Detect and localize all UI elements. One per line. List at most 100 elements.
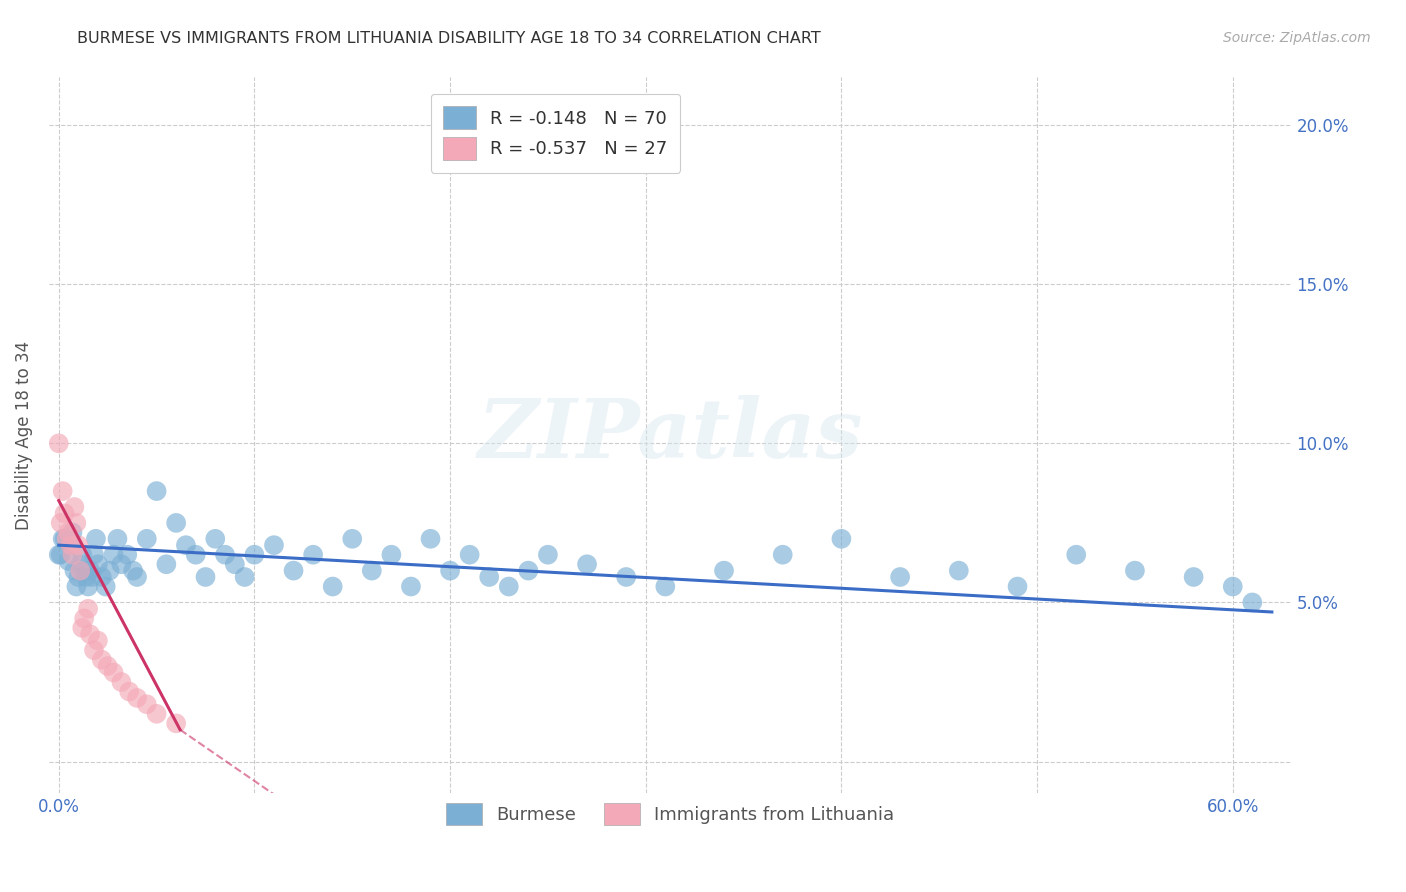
Point bbox=[52, 484, 75, 499]
Point bbox=[889, 570, 911, 584]
Point bbox=[75, 570, 97, 584]
Text: ZIPatlas: ZIPatlas bbox=[478, 395, 863, 475]
Point bbox=[79, 627, 101, 641]
Point bbox=[360, 564, 382, 578]
Point bbox=[65, 516, 87, 530]
Point bbox=[342, 532, 364, 546]
Point bbox=[122, 564, 145, 578]
Point bbox=[830, 532, 852, 546]
Point bbox=[67, 570, 90, 584]
Point bbox=[69, 558, 91, 572]
Point bbox=[439, 564, 461, 578]
Point bbox=[52, 532, 75, 546]
Point bbox=[58, 554, 80, 568]
Point bbox=[380, 548, 402, 562]
Point bbox=[110, 558, 132, 572]
Point bbox=[204, 532, 226, 546]
Point bbox=[97, 659, 120, 673]
Point bbox=[73, 564, 96, 578]
Point bbox=[48, 436, 70, 450]
Point bbox=[1064, 548, 1087, 562]
Point bbox=[80, 570, 103, 584]
Point bbox=[90, 653, 112, 667]
Point bbox=[70, 621, 93, 635]
Point bbox=[283, 564, 305, 578]
Point bbox=[90, 570, 112, 584]
Point bbox=[399, 580, 422, 594]
Point bbox=[48, 548, 70, 562]
Point bbox=[1222, 580, 1244, 594]
Point bbox=[302, 548, 325, 562]
Point bbox=[135, 532, 157, 546]
Point bbox=[107, 532, 129, 546]
Point bbox=[576, 558, 599, 572]
Point bbox=[118, 684, 141, 698]
Point bbox=[713, 564, 735, 578]
Legend: Burmese, Immigrants from Lithuania: Burmese, Immigrants from Lithuania bbox=[437, 795, 903, 834]
Point bbox=[1123, 564, 1146, 578]
Point bbox=[145, 484, 167, 499]
Point bbox=[243, 548, 266, 562]
Point bbox=[1241, 595, 1264, 609]
Point bbox=[69, 564, 91, 578]
Point bbox=[77, 580, 100, 594]
Point bbox=[517, 564, 540, 578]
Point bbox=[263, 538, 285, 552]
Point bbox=[59, 538, 82, 552]
Point bbox=[62, 525, 84, 540]
Point bbox=[419, 532, 441, 546]
Point bbox=[94, 580, 117, 594]
Point bbox=[145, 706, 167, 721]
Point bbox=[214, 548, 236, 562]
Point bbox=[62, 548, 84, 562]
Point bbox=[233, 570, 256, 584]
Point bbox=[87, 633, 110, 648]
Point bbox=[614, 570, 637, 584]
Point bbox=[83, 643, 105, 657]
Point bbox=[65, 580, 87, 594]
Point bbox=[63, 564, 86, 578]
Point bbox=[49, 548, 72, 562]
Point bbox=[135, 698, 157, 712]
Point bbox=[115, 548, 138, 562]
Point bbox=[87, 558, 110, 572]
Point bbox=[155, 558, 177, 572]
Point bbox=[55, 532, 77, 546]
Point bbox=[98, 564, 121, 578]
Point bbox=[103, 548, 125, 562]
Point bbox=[194, 570, 217, 584]
Point bbox=[1007, 580, 1029, 594]
Point bbox=[537, 548, 560, 562]
Point bbox=[654, 580, 676, 594]
Point bbox=[84, 532, 107, 546]
Point bbox=[165, 716, 187, 731]
Point bbox=[103, 665, 125, 680]
Point bbox=[53, 507, 76, 521]
Y-axis label: Disability Age 18 to 34: Disability Age 18 to 34 bbox=[15, 341, 32, 530]
Point bbox=[59, 538, 82, 552]
Text: BURMESE VS IMMIGRANTS FROM LITHUANIA DISABILITY AGE 18 TO 34 CORRELATION CHART: BURMESE VS IMMIGRANTS FROM LITHUANIA DIS… bbox=[77, 31, 821, 46]
Point bbox=[224, 558, 246, 572]
Point bbox=[67, 538, 90, 552]
Point bbox=[948, 564, 970, 578]
Point bbox=[125, 570, 148, 584]
Point bbox=[184, 548, 207, 562]
Point bbox=[58, 525, 80, 540]
Point bbox=[53, 532, 76, 546]
Point bbox=[125, 690, 148, 705]
Point bbox=[165, 516, 187, 530]
Point bbox=[174, 538, 197, 552]
Point bbox=[110, 675, 132, 690]
Point bbox=[772, 548, 794, 562]
Point bbox=[458, 548, 481, 562]
Point bbox=[478, 570, 501, 584]
Point bbox=[73, 611, 96, 625]
Point bbox=[83, 548, 105, 562]
Point bbox=[70, 548, 93, 562]
Text: Source: ZipAtlas.com: Source: ZipAtlas.com bbox=[1223, 31, 1371, 45]
Point bbox=[498, 580, 520, 594]
Point bbox=[63, 500, 86, 514]
Point bbox=[77, 602, 100, 616]
Point bbox=[1182, 570, 1205, 584]
Point bbox=[322, 580, 344, 594]
